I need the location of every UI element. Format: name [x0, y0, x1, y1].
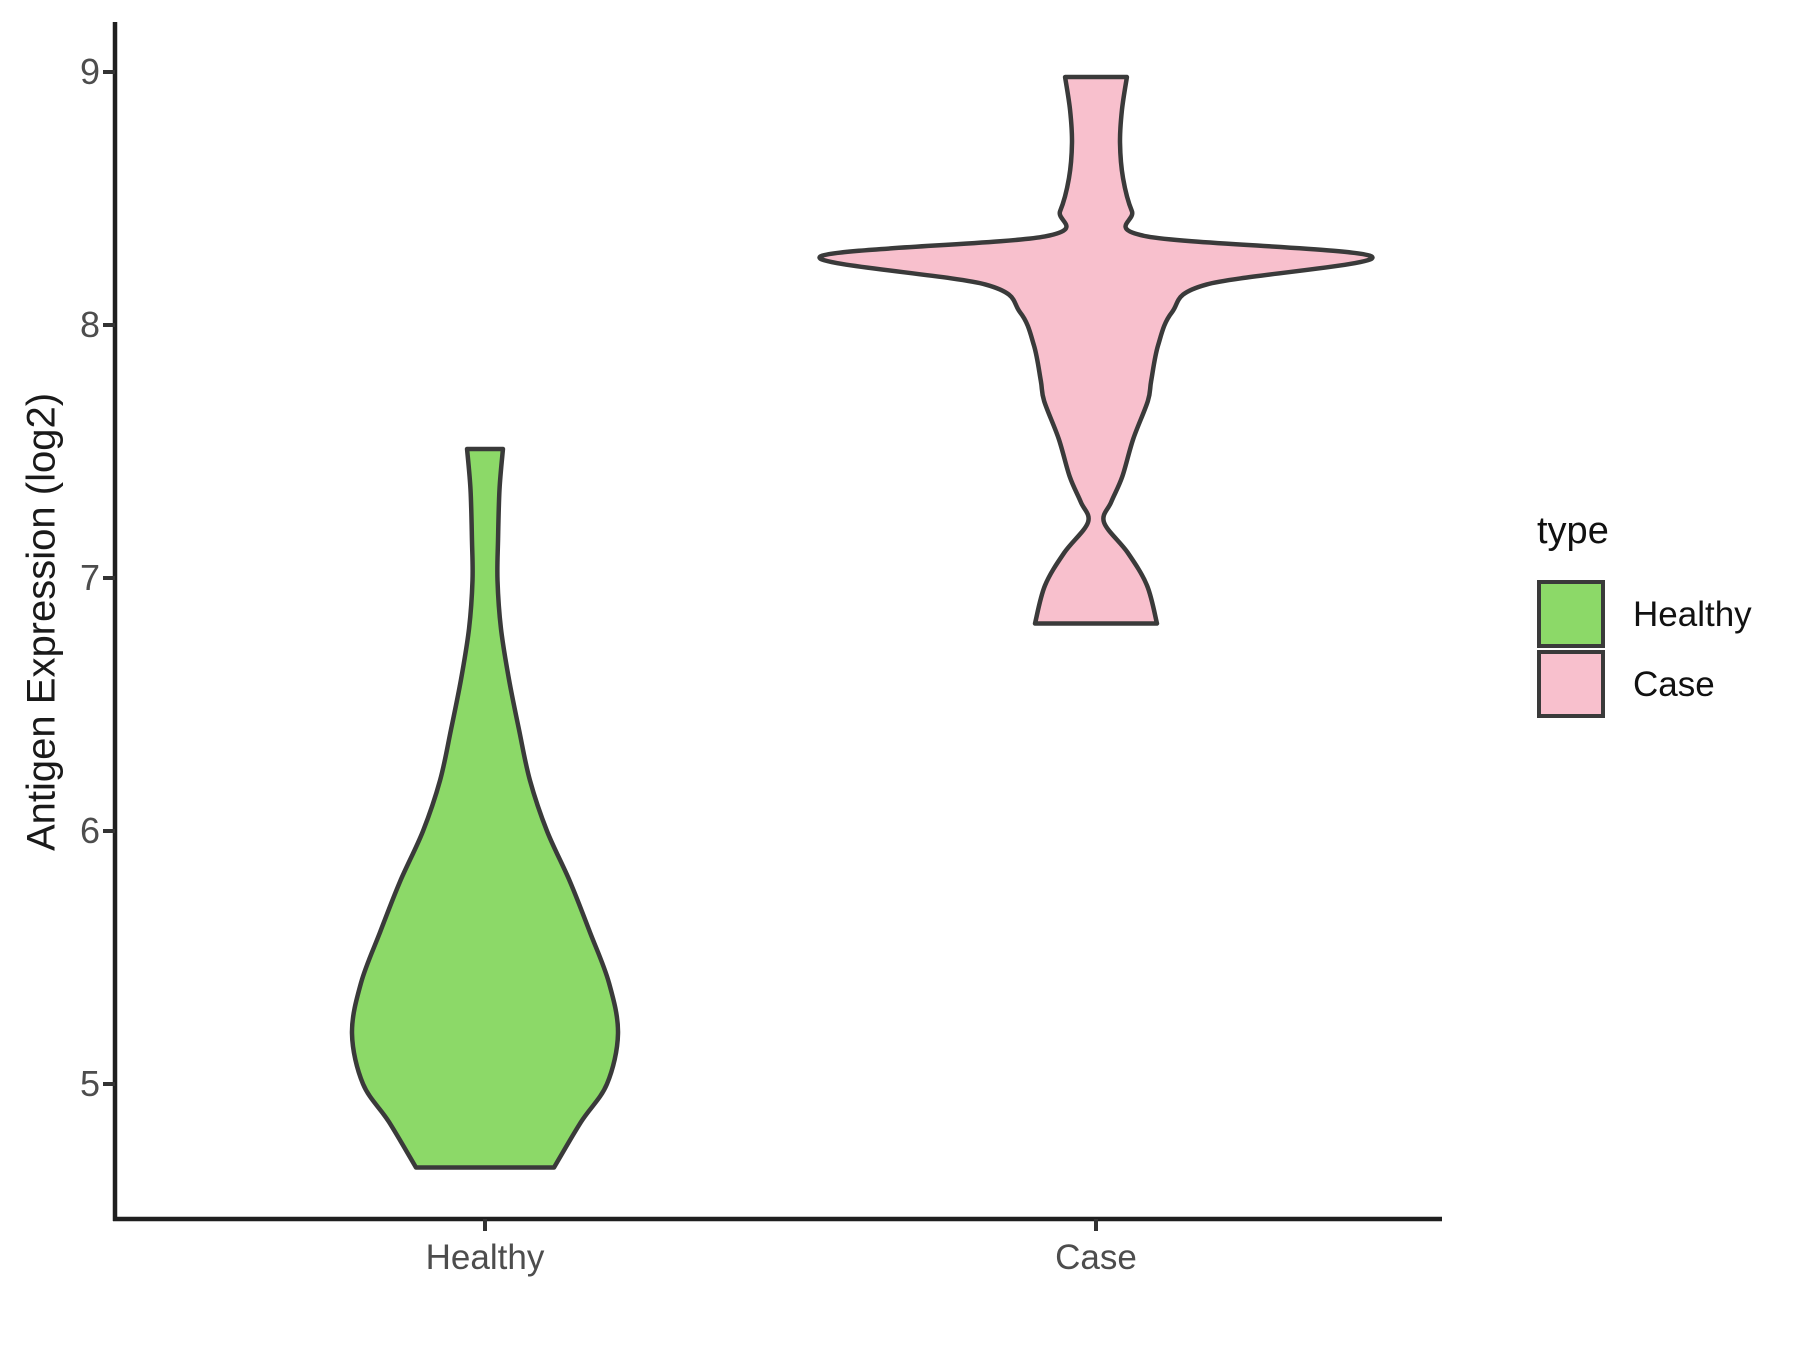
- legend-items: Healthy Case: [1537, 580, 1752, 718]
- y-tick-label: 6: [79, 810, 100, 851]
- legend-item-case: Case: [1537, 650, 1752, 718]
- y-tick-label: 7: [79, 557, 100, 598]
- x-tick-label-healthy: Healthy: [425, 1238, 545, 1277]
- y-axis-title: Antigen Expression (log2): [19, 392, 64, 852]
- violin-case: [817, 74, 1375, 626]
- legend-swatch-healthy: [1537, 580, 1605, 648]
- y-tick-label: 9: [79, 51, 100, 92]
- violin-healthy: [349, 446, 621, 1170]
- x-tick-label-case: Case: [1055, 1238, 1137, 1277]
- legend-title: type: [1537, 510, 1609, 552]
- legend-label: Healthy: [1633, 594, 1752, 634]
- legend-label: Case: [1633, 664, 1715, 704]
- legend-swatch-case: [1537, 650, 1605, 718]
- y-tick-label: 5: [79, 1063, 100, 1104]
- legend: type Healthy Case: [1537, 512, 1752, 720]
- legend-item-healthy: Healthy: [1537, 580, 1752, 648]
- y-tick-label: 8: [79, 304, 100, 345]
